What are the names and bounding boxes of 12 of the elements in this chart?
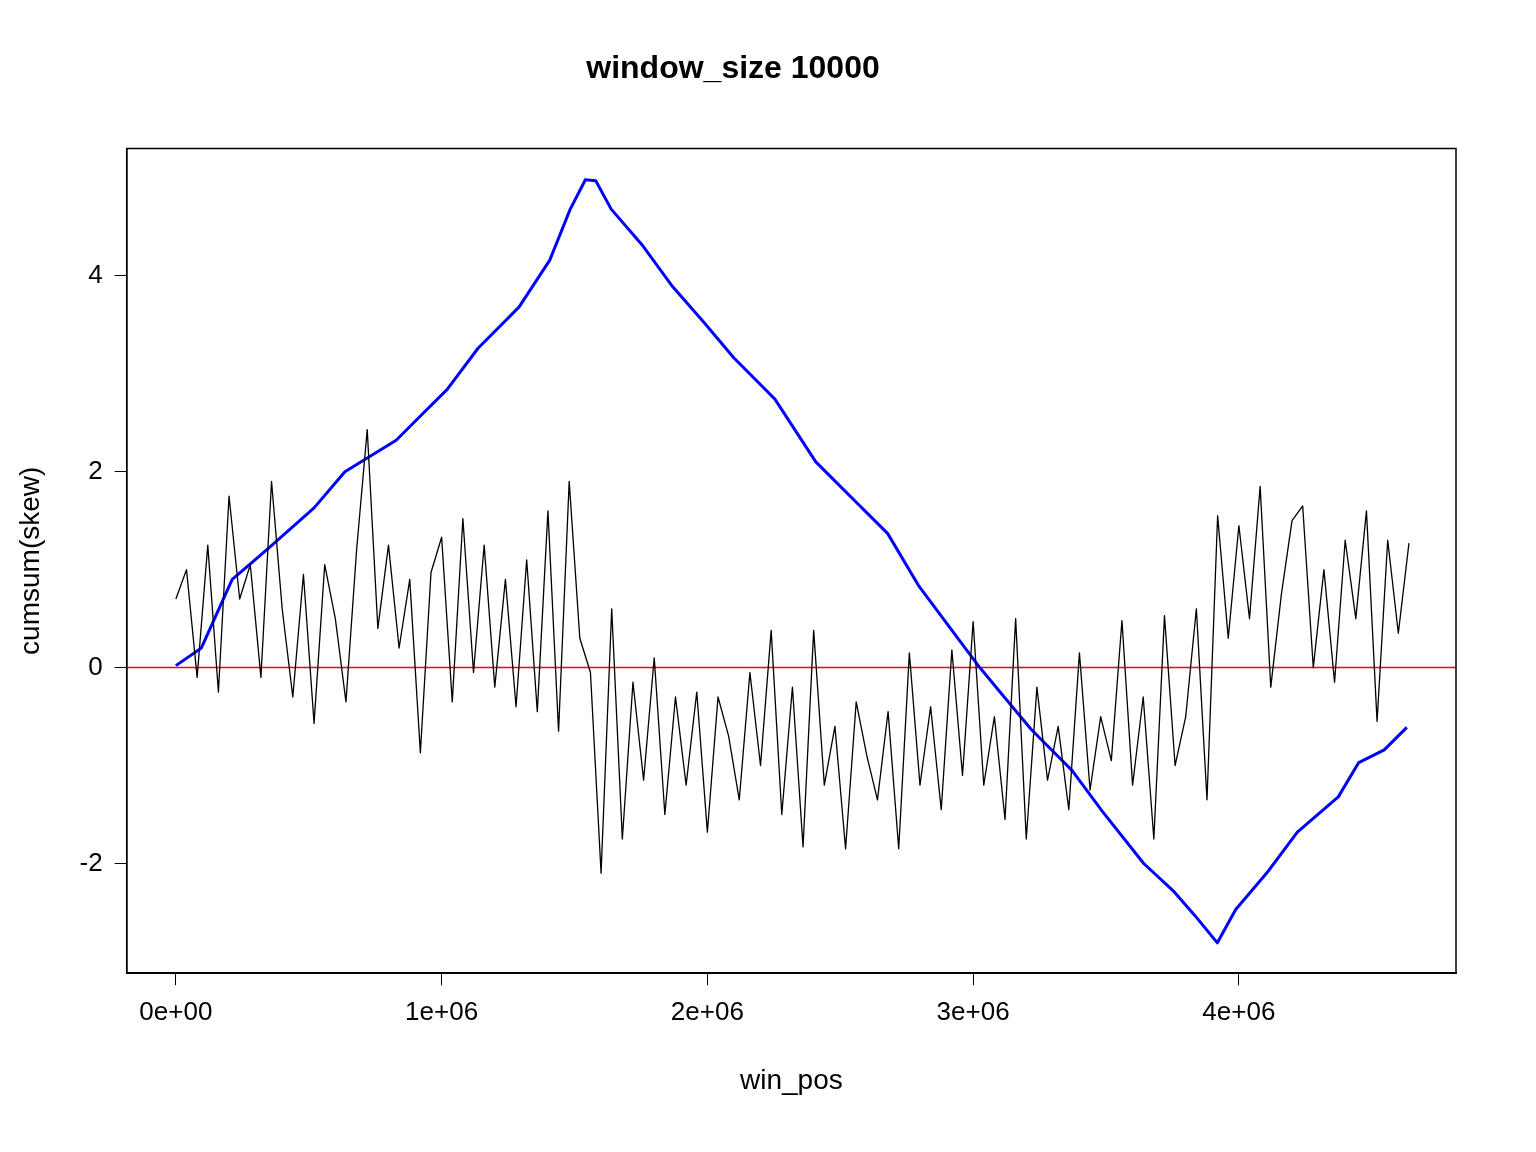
- x-tick-label: 0e+00: [139, 995, 213, 1026]
- y-tick-label: 4: [88, 258, 103, 289]
- x-axis-title: win_pos: [738, 1063, 843, 1095]
- x-tick-label: 2e+06: [670, 995, 744, 1026]
- x-tick-label: 3e+06: [936, 995, 1010, 1026]
- x-tick-label: 1e+06: [405, 995, 479, 1026]
- y-tick-label: 0: [88, 650, 103, 681]
- y-axis-title: cumsum(skew): [13, 466, 45, 655]
- y-tick-label: -2: [79, 846, 103, 877]
- y-tick-label: 2: [88, 454, 103, 485]
- chart-title: window_size 10000: [585, 49, 880, 86]
- x-tick-label: 4e+06: [1202, 995, 1276, 1026]
